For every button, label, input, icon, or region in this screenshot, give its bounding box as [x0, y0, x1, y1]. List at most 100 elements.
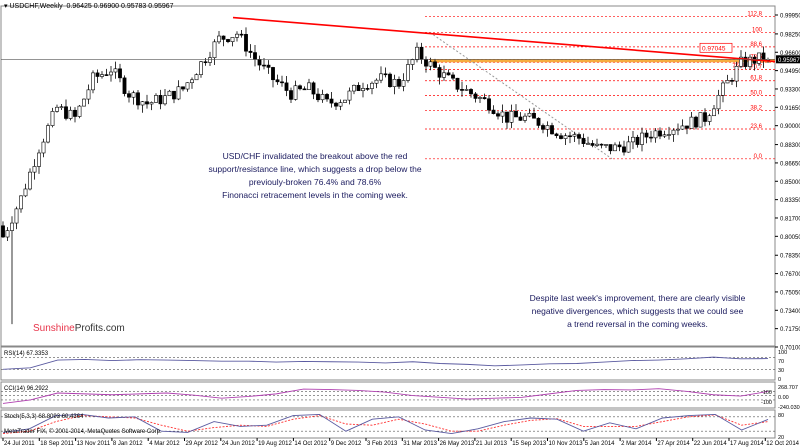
- candle-body: [496, 113, 500, 117]
- candle: [230, 37, 235, 47]
- candle: [100, 71, 104, 79]
- candle-body: [518, 116, 523, 121]
- candle: [595, 138, 599, 148]
- candle: [568, 131, 572, 144]
- candle: [5, 227, 10, 241]
- candle: [113, 61, 118, 79]
- candle: [694, 115, 698, 130]
- candle-body: [487, 98, 491, 111]
- candle: [217, 31, 221, 44]
- candle: [343, 99, 347, 104]
- candle-body: [635, 136, 640, 145]
- candle-body: [181, 86, 185, 90]
- candle-body: [239, 33, 244, 36]
- candle-body: [613, 144, 617, 152]
- candle: [523, 113, 527, 123]
- candle: [721, 80, 725, 103]
- candle-body: [590, 143, 595, 146]
- candle: [46, 123, 50, 144]
- candle: [383, 67, 388, 78]
- candle-body: [698, 112, 703, 128]
- fib-level-label: 50.0: [750, 91, 762, 97]
- y-tick-label: 0.94950: [780, 69, 800, 75]
- candle-body: [721, 82, 725, 96]
- y-tick-label: 0.83350: [780, 198, 800, 204]
- indicator-tick-label: 30: [778, 368, 784, 374]
- y-tick-label: 0.91650: [780, 106, 800, 112]
- candle-body: [32, 166, 37, 173]
- y-tick-label: 0.78350: [780, 254, 800, 260]
- candle: [649, 130, 653, 143]
- x-tick-label: 2 Mar 2014: [621, 441, 652, 447]
- candle-body: [248, 50, 253, 53]
- candle-body: [167, 90, 172, 97]
- candle: [707, 113, 712, 126]
- candle-body: [667, 134, 671, 136]
- candle: [392, 74, 397, 95]
- left-annotation-line: USD/CHF invalidated the breakout above t…: [222, 151, 408, 161]
- candle-body: [356, 84, 361, 92]
- candle: [176, 80, 181, 101]
- candle: [154, 93, 158, 103]
- fib-zone-band: [430, 59, 775, 63]
- fib-level-label: 76.4: [732, 63, 744, 69]
- candle-body: [280, 81, 284, 84]
- candle-body: [208, 57, 212, 63]
- candle-body: [212, 41, 217, 59]
- candle-body: [505, 111, 509, 123]
- candle: [545, 121, 550, 137]
- candle: [604, 143, 608, 148]
- candle-body: [500, 111, 505, 117]
- candle-body: [428, 61, 433, 67]
- candle-body: [383, 73, 388, 76]
- indicator-tick-label: 80: [778, 413, 784, 419]
- candle: [41, 138, 46, 158]
- candle: [554, 132, 559, 139]
- candle: [586, 136, 590, 145]
- candle-body: [289, 90, 293, 100]
- candle-body: [253, 52, 257, 60]
- candle: [653, 128, 658, 143]
- candle: [388, 72, 392, 88]
- candle: [536, 117, 541, 128]
- candle-body: [680, 125, 685, 130]
- candle: [689, 112, 694, 129]
- candle: [194, 73, 199, 81]
- candle-body: [581, 138, 586, 144]
- candle: [640, 127, 644, 152]
- x-tick-label: 31 Mar 2013: [403, 441, 437, 447]
- candle-body: [577, 134, 581, 139]
- indicator-tick-label: 100: [778, 350, 787, 356]
- candle: [104, 68, 109, 76]
- candle: [248, 44, 253, 58]
- candle-body: [199, 61, 203, 75]
- candle: [397, 76, 401, 89]
- candle-body: [671, 129, 676, 135]
- candle: [136, 89, 140, 110]
- x-tick-label: 9 Dec 2012: [331, 441, 362, 447]
- candle-body: [379, 73, 383, 81]
- stoch-signal-line: [2, 414, 769, 435]
- candle-body: [104, 74, 109, 76]
- candle-body: [568, 135, 572, 138]
- right-annotation-line: negative divergences, which suggests tha…: [531, 306, 744, 316]
- candle-body: [55, 106, 59, 112]
- fib-level-label: 78.6: [750, 55, 762, 61]
- candle-body: [50, 111, 55, 126]
- candle-body: [217, 35, 221, 43]
- candle-body: [631, 136, 635, 143]
- candle-body: [194, 74, 199, 81]
- indicator-name: RSI(14) 67.3353: [4, 351, 49, 357]
- right-annotation-line: Despite last week's improvement, there a…: [529, 293, 746, 303]
- candle: [626, 135, 631, 153]
- fib-level-label: 0.0: [754, 154, 763, 160]
- candle-body: [446, 72, 451, 76]
- x-tick-label: 17 Aug 2014: [730, 441, 764, 447]
- candle-body: [185, 82, 190, 90]
- x-tick-label: 27 Apr 2014: [657, 441, 690, 447]
- candle-body: [19, 195, 23, 210]
- candle-body: [37, 152, 41, 167]
- candle: [347, 87, 352, 105]
- candle-body: [118, 68, 122, 79]
- candle: [748, 54, 752, 70]
